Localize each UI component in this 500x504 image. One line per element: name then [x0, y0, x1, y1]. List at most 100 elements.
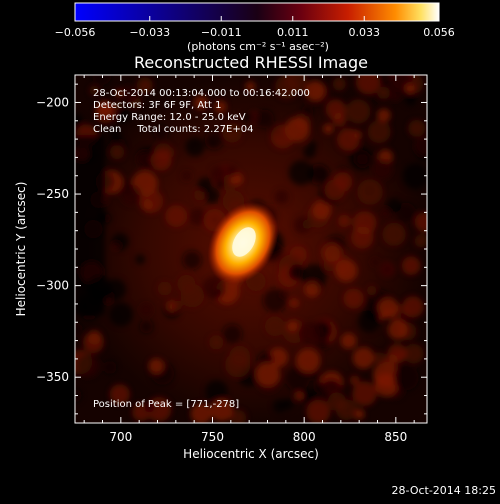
texture-blob: [108, 302, 134, 327]
texture-blob: [205, 379, 228, 403]
colorbar-tick-label: −0.056: [55, 26, 96, 39]
texture-blob: [139, 189, 164, 214]
texture-blob: [384, 354, 399, 369]
texture-blob: [302, 104, 314, 117]
texture-blob: [148, 358, 165, 374]
texture-blob: [210, 166, 226, 181]
texture-blob: [226, 165, 238, 177]
texture-blob: [109, 144, 125, 160]
texture-blob: [414, 136, 427, 157]
texture-blob: [75, 113, 84, 129]
texture-blob: [372, 361, 399, 388]
texture-blob: [304, 80, 326, 102]
texture-blob: [75, 388, 82, 403]
heatmap-image: [75, 75, 427, 423]
x-axis-label: Heliocentric X (arcsec): [183, 447, 319, 461]
texture-blob: [245, 81, 256, 92]
texture-blob: [357, 310, 381, 333]
texture-blob: [197, 177, 213, 193]
texture-blob: [337, 128, 360, 151]
colorbar-unit-label: (photons cm⁻² s⁻¹ asec⁻²): [187, 40, 329, 53]
texture-blob: [214, 100, 227, 113]
texture-blob: [230, 409, 247, 423]
texture-blob: [288, 160, 314, 186]
texture-blob: [139, 303, 153, 317]
texture-blob: [404, 83, 416, 94]
texture-blob: [270, 124, 295, 149]
texture-blob: [136, 151, 153, 168]
x-tick-label: 800: [293, 430, 316, 444]
texture-blob: [301, 264, 327, 289]
colorbar-tick-label: 0.033: [349, 26, 381, 39]
texture-blob: [115, 108, 131, 124]
texture-blob: [189, 208, 206, 226]
colorbar-tick-label: 0.011: [277, 26, 309, 39]
texture-blob: [208, 138, 217, 148]
texture-blob: [139, 319, 153, 334]
texture-blob: [96, 100, 113, 117]
texture-blob: [298, 321, 322, 345]
texture-blob: [222, 122, 243, 143]
colorbar-tick-label: −0.011: [201, 26, 242, 39]
texture-blob: [402, 163, 427, 190]
texture-blob: [313, 165, 330, 182]
texture-blob: [190, 403, 212, 423]
texture-blob: [140, 80, 152, 92]
texture-blob: [111, 232, 129, 251]
texture-blob: [209, 335, 224, 350]
texture-blob: [75, 322, 83, 338]
texture-blob: [153, 125, 169, 140]
texture-blob: [323, 123, 334, 134]
texture-blob: [193, 95, 209, 110]
texture-blob: [370, 258, 379, 267]
texture-blob: [182, 250, 202, 270]
texture-blob: [377, 108, 391, 123]
texture-blob: [414, 212, 427, 233]
texture-blob: [264, 316, 285, 337]
y-tick-label: −200: [36, 95, 69, 109]
footer-timestamp: 28-Oct-2014 18:25: [392, 484, 496, 497]
texture-blob: [308, 140, 318, 149]
texture-blob: [378, 297, 399, 319]
texture-blob: [332, 77, 346, 91]
texture-blob: [381, 264, 393, 275]
texture-blob: [293, 216, 312, 234]
texture-blob: [405, 94, 417, 106]
texture-blob: [103, 360, 117, 374]
texture-blob: [244, 112, 254, 123]
texture-blob: [355, 75, 381, 95]
texture-blob: [165, 205, 188, 227]
texture-blob: [352, 347, 375, 369]
texture-blob: [113, 101, 123, 111]
texture-blob: [349, 375, 360, 386]
texture-blob: [274, 75, 299, 99]
texture-blob: [157, 281, 172, 296]
texture-blob: [274, 190, 289, 204]
texture-blob: [146, 397, 172, 422]
colorbar-tick-label: 0.056: [423, 26, 455, 39]
colorbar-tick-label: −0.033: [129, 26, 170, 39]
x-tick-label: 850: [384, 430, 407, 444]
texture-blob: [343, 288, 364, 309]
texture-blob: [348, 146, 374, 171]
texture-blob: [393, 365, 419, 391]
texture-blob: [76, 353, 100, 378]
texture-blob: [268, 347, 288, 368]
y-axis-label: Heliocentric Y (arcsec): [14, 182, 28, 317]
x-tick-label: 750: [201, 430, 224, 444]
texture-blob: [89, 85, 100, 96]
texture-blob: [387, 319, 408, 340]
texture-blob: [373, 352, 386, 364]
texture-blob: [255, 362, 281, 387]
texture-blob: [351, 226, 374, 249]
texture-blob: [222, 324, 243, 344]
texture-blob: [345, 99, 371, 124]
chart-title: Reconstructed RHESSI Image: [134, 53, 368, 72]
texture-blob: [150, 149, 172, 171]
texture-blob: [340, 332, 357, 349]
texture-blob: [204, 188, 220, 204]
texture-blob: [366, 285, 377, 296]
axis-ticks: 700 750 800 850 −200 −250 −300 −350: [36, 75, 427, 444]
